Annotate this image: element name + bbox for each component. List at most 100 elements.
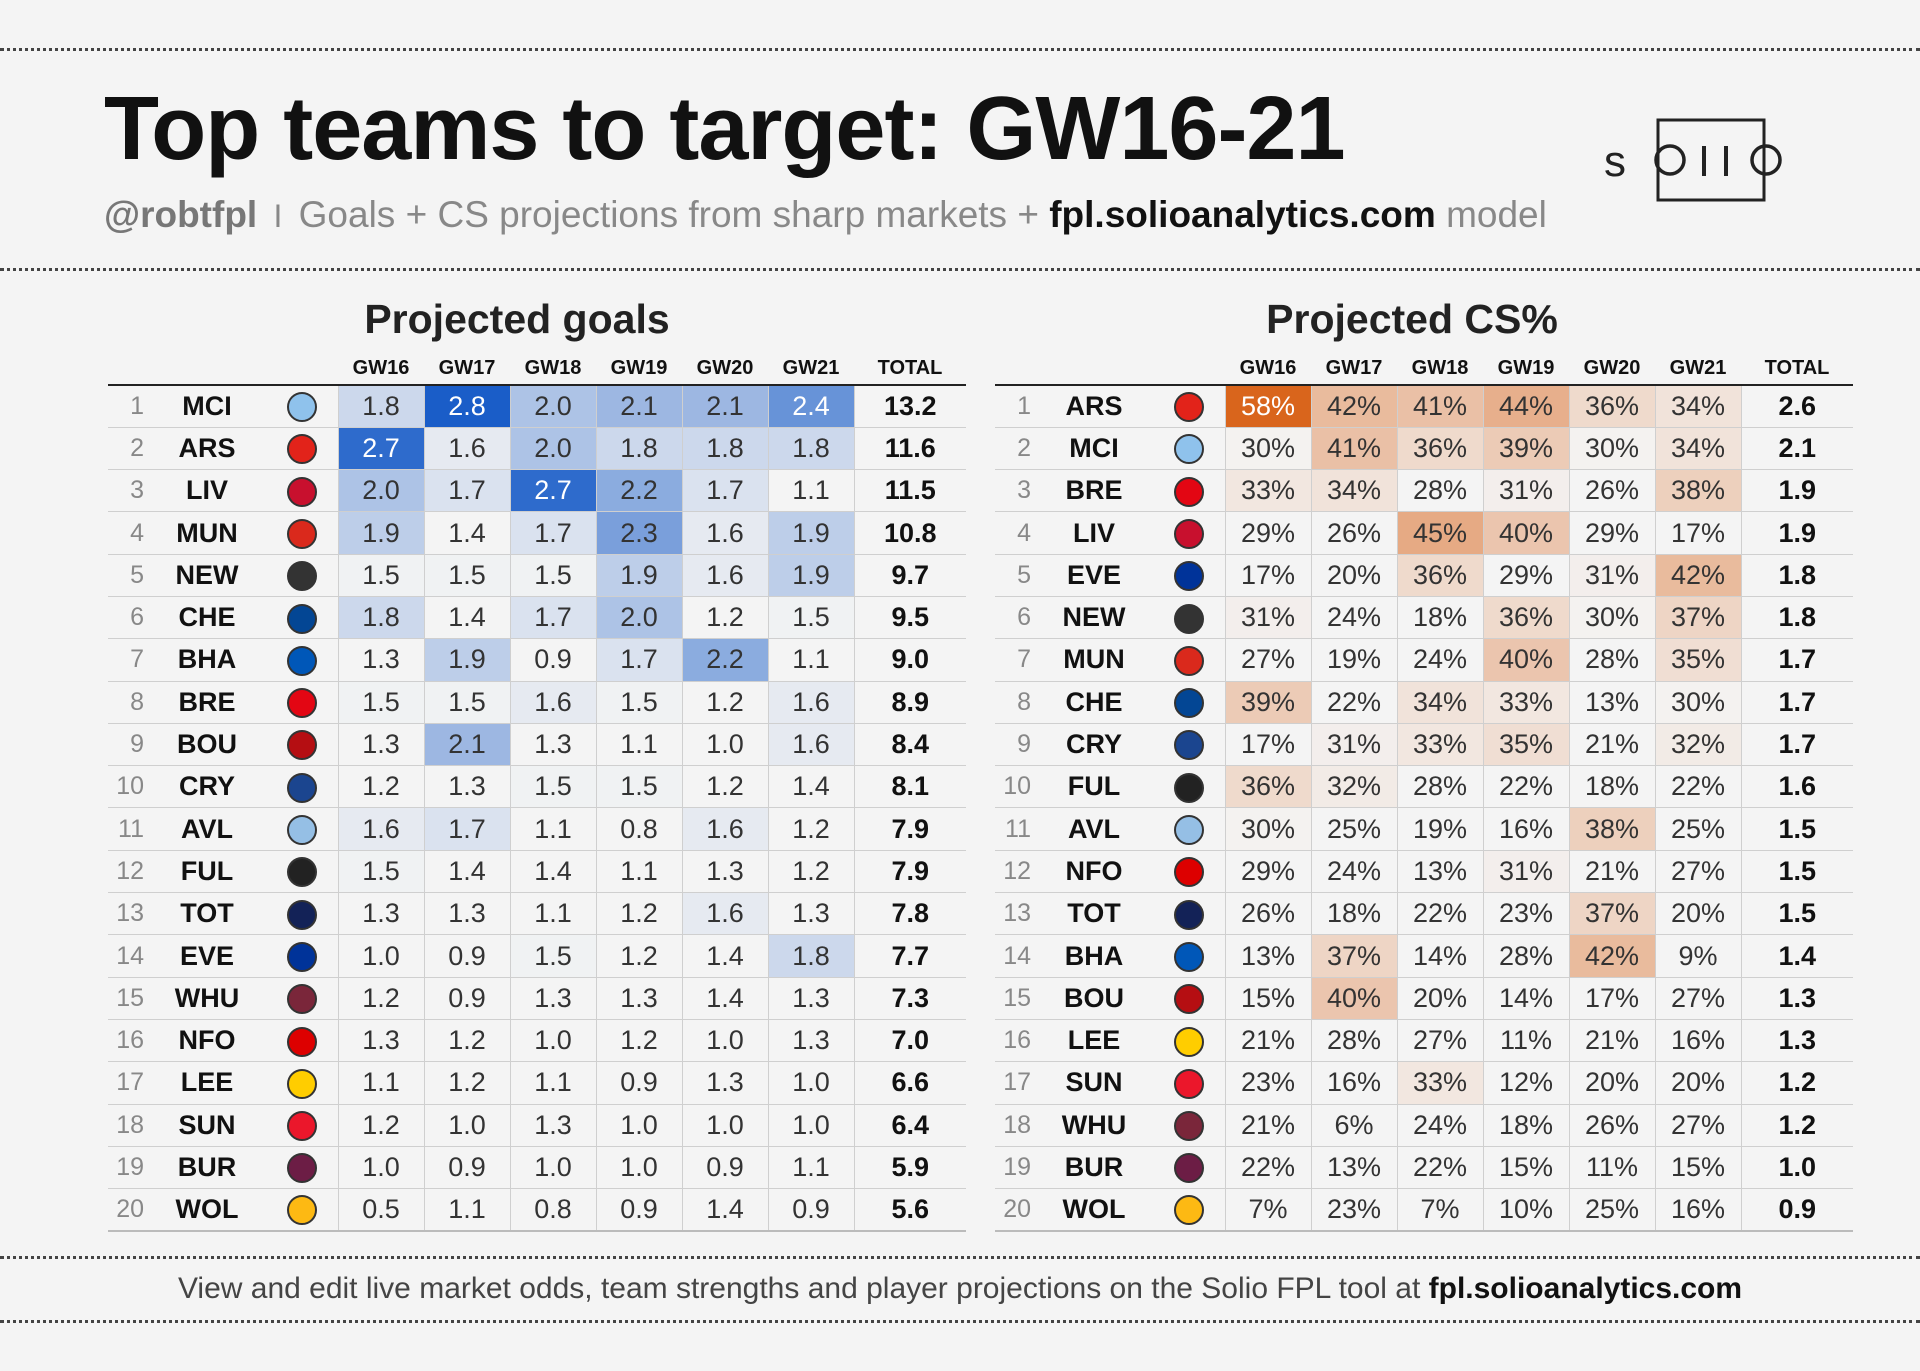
author-handle: @robtfpl (104, 194, 258, 235)
column-header: TOTAL (854, 352, 966, 386)
value-cell: 1.5 (337, 680, 424, 724)
header-spacer (148, 352, 266, 386)
value-cell: 1.4 (681, 976, 768, 1020)
rank-label: 2 (995, 426, 1035, 470)
value-cell: 33% (1396, 1061, 1483, 1105)
column-header: GW18 (1397, 352, 1483, 386)
value-cell: 0.9 (595, 1188, 682, 1232)
team-label: MUN (1035, 638, 1153, 682)
rank-label: 14 (108, 934, 148, 978)
value-cell: 1.9 (595, 553, 682, 597)
rank-label: 15 (108, 976, 148, 1020)
value-cell: 31% (1310, 722, 1397, 766)
value-cell: 1.5 (337, 849, 424, 893)
total-cell: 1.6 (1740, 765, 1853, 808)
value-cell: 16% (1482, 807, 1569, 851)
value-cell: 30% (1568, 426, 1655, 470)
value-cell: 38% (1654, 469, 1741, 512)
value-cell: 1.0 (681, 1018, 768, 1062)
value-cell: 0.9 (423, 934, 510, 978)
crest-cell (1153, 849, 1225, 893)
rank-label: 17 (108, 1061, 148, 1105)
column-header: GW21 (768, 352, 854, 386)
value-cell: 2.0 (509, 426, 596, 470)
team-label: ARS (1035, 384, 1153, 428)
crest-cell (1153, 1061, 1225, 1105)
value-cell: 1.2 (681, 765, 768, 808)
team-crest-icon (1173, 476, 1204, 507)
value-cell: 36% (1396, 553, 1483, 597)
value-cell: 6% (1310, 1103, 1397, 1147)
value-cell: 0.9 (681, 1145, 768, 1189)
rank-label: 6 (108, 595, 148, 639)
team-crest-icon (1173, 815, 1204, 846)
header-spacer (1153, 352, 1225, 386)
value-cell: 1.3 (509, 1103, 596, 1147)
team-crest-icon (286, 1195, 317, 1226)
table-row: 10 FUL 36% 32% 28% 22% 18% 22% 1.6 (995, 765, 1853, 808)
total-cell: 9.7 (853, 553, 966, 597)
column-header: TOTAL (1741, 352, 1853, 386)
crest-cell (266, 934, 338, 978)
value-cell: 1.5 (509, 765, 596, 808)
value-cell: 0.8 (595, 807, 682, 851)
total-cell: 10.8 (853, 511, 966, 555)
value-cell: 1.5 (509, 934, 596, 978)
rank-label: 11 (995, 807, 1035, 851)
crest-cell (1153, 469, 1225, 512)
team-crest-icon (1173, 1153, 1204, 1184)
crest-cell (1153, 553, 1225, 597)
table-row: 4 MUN 1.9 1.4 1.7 2.3 1.6 1.9 10.8 (108, 511, 966, 555)
value-cell: 2.4 (767, 384, 854, 428)
team-label: CHE (148, 595, 266, 639)
value-cell: 15% (1224, 976, 1311, 1020)
team-crest-icon (286, 1068, 317, 1099)
table-row: 16 NFO 1.3 1.2 1.0 1.2 1.0 1.3 7.0 (108, 1018, 966, 1062)
value-cell: 24% (1310, 595, 1397, 639)
crest-cell (266, 1018, 338, 1062)
value-cell: 30% (1224, 807, 1311, 851)
value-cell: 27% (1396, 1018, 1483, 1062)
total-cell: 1.9 (1740, 511, 1853, 555)
value-cell: 26% (1568, 469, 1655, 512)
table-row: 15 WHU 1.2 0.9 1.3 1.3 1.4 1.3 7.3 (108, 976, 966, 1020)
value-cell: 1.7 (595, 638, 682, 682)
table-row: 14 EVE 1.0 0.9 1.5 1.2 1.4 1.8 7.7 (108, 934, 966, 978)
table-row: 3 LIV 2.0 1.7 2.7 2.2 1.7 1.1 11.5 (108, 469, 966, 512)
rank-label: 3 (995, 469, 1035, 512)
cs-table: GW16 GW17 GW18 GW19 GW20 GW21 TOTAL 1 ARS 58% 42% 4… (995, 352, 1853, 1232)
value-cell: 36% (1568, 384, 1655, 428)
value-cell: 1.0 (337, 934, 424, 978)
value-cell: 18% (1396, 595, 1483, 639)
team-label: SUN (1035, 1061, 1153, 1105)
value-cell: 21% (1568, 722, 1655, 766)
value-cell: 23% (1482, 892, 1569, 935)
value-cell: 40% (1310, 976, 1397, 1020)
value-cell: 1.5 (595, 680, 682, 724)
table-row: 12 FUL 1.5 1.4 1.4 1.1 1.3 1.2 7.9 (108, 849, 966, 893)
value-cell: 1.3 (337, 722, 424, 766)
value-cell: 40% (1482, 638, 1569, 682)
value-cell: 42% (1310, 384, 1397, 428)
crest-cell (266, 765, 338, 808)
crest-cell (1153, 1018, 1225, 1062)
table-row: 2 ARS 2.7 1.6 2.0 1.8 1.8 1.8 11.6 (108, 426, 966, 470)
value-cell: 1.5 (423, 680, 510, 724)
value-cell: 25% (1568, 1188, 1655, 1232)
value-cell: 33% (1482, 680, 1569, 724)
total-cell: 1.2 (1740, 1061, 1853, 1105)
table-row: 14 BHA 13% 37% 14% 28% 42% 9% 1.4 (995, 934, 1853, 978)
total-cell: 7.9 (853, 807, 966, 851)
team-label: NFO (148, 1018, 266, 1062)
crest-cell (1153, 595, 1225, 639)
crest-cell (1153, 1145, 1225, 1189)
team-label: MCI (1035, 426, 1153, 470)
team-crest-icon (286, 688, 317, 719)
value-cell: 32% (1654, 722, 1741, 766)
table-row: 6 CHE 1.8 1.4 1.7 2.0 1.2 1.5 9.5 (108, 595, 966, 639)
goals-table: GW16 GW17 GW18 GW19 GW20 GW21 TOTAL 1 MCI 1.8 2.8 2… (108, 352, 966, 1232)
value-cell: 22% (1224, 1145, 1311, 1189)
value-cell: 15% (1654, 1145, 1741, 1189)
table-row: 12 NFO 29% 24% 13% 31% 21% 27% 1.5 (995, 849, 1853, 893)
value-cell: 1.7 (423, 807, 510, 851)
